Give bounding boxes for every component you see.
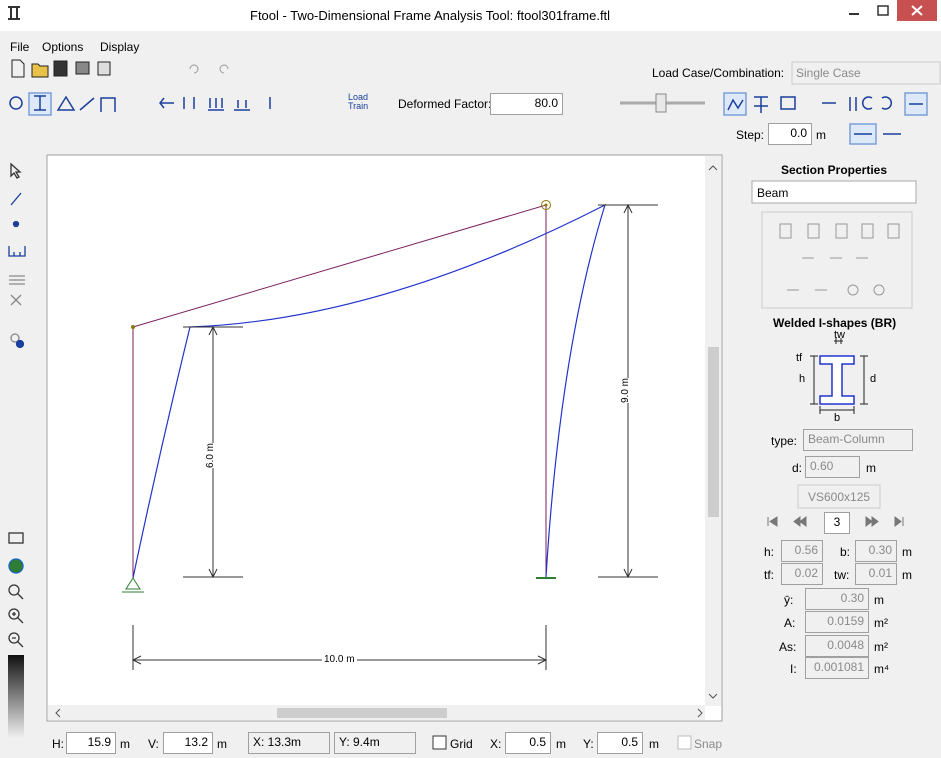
- prop-unit: m⁴: [874, 662, 890, 676]
- dim-value: 0.30: [855, 540, 897, 562]
- h-label: H:: [52, 737, 64, 751]
- grid-y-input[interactable]: 0.5: [597, 732, 643, 754]
- section-tools[interactable]: [761, 211, 913, 309]
- step-input[interactable]: 0.0: [768, 123, 812, 145]
- dim-label: h:: [764, 545, 775, 559]
- load-case-select[interactable]: [791, 61, 941, 85]
- d-select[interactable]: 0.60: [805, 456, 860, 478]
- prop-label: I:: [790, 662, 797, 676]
- section-diagram: [810, 338, 868, 414]
- dim-value: 0.02: [781, 563, 823, 585]
- element-select[interactable]: [751, 180, 917, 204]
- step-unit: m: [816, 128, 826, 142]
- dim-value: 0.01: [855, 563, 897, 585]
- drawing-canvas[interactable]: [46, 154, 723, 722]
- page-input[interactable]: 3: [824, 512, 850, 534]
- panel-title: Section Properties: [781, 163, 888, 177]
- maximize-button[interactable]: [877, 5, 889, 16]
- snap-label[interactable]: Snap: [694, 737, 723, 751]
- diagram-label: d: [870, 373, 877, 385]
- close-button[interactable]: [897, 0, 937, 21]
- dim-value: 0.56: [781, 540, 823, 562]
- diagram-label: tw: [834, 329, 845, 341]
- prop-value: 0.30: [805, 588, 869, 610]
- section-button[interactable]: [797, 484, 881, 509]
- dimension-label: 10.0 m: [322, 654, 357, 665]
- prop-value: 0.0048: [805, 635, 869, 657]
- dim-unit: m: [902, 545, 912, 559]
- diagram-label: tf: [796, 352, 803, 364]
- type-select[interactable]: Beam-Column: [803, 429, 913, 451]
- load-train-button[interactable]: Load Train: [348, 93, 368, 111]
- section-family: Welded I-shapes (BR): [773, 316, 897, 330]
- grid-x-unit: m: [556, 737, 566, 751]
- v-scrollbar[interactable]: [705, 156, 721, 706]
- type-label: type:: [771, 434, 798, 448]
- prop-label: ȳ:: [784, 593, 794, 607]
- d-unit: m: [866, 461, 876, 475]
- d-label: d:: [792, 461, 803, 475]
- pager-buttons[interactable]: [767, 516, 904, 527]
- v-input[interactable]: 13.2: [163, 732, 213, 754]
- prop-unit: m: [874, 593, 884, 607]
- app-icon: [8, 6, 20, 20]
- dim-unit: m: [902, 568, 912, 582]
- menu-item[interactable]: Display: [100, 40, 140, 54]
- grid-label[interactable]: Grid: [450, 737, 473, 751]
- h-scrollbar[interactable]: [48, 705, 705, 720]
- prop-label: A:: [784, 616, 796, 630]
- frame-model: [122, 200, 606, 593]
- v-label: V:: [148, 737, 159, 751]
- load-case-label: Load Case/Combination:: [652, 66, 785, 80]
- prop-value: 0.0159: [805, 611, 869, 633]
- window-title: Ftool - Two-Dimensional Frame Analysis T…: [250, 8, 611, 23]
- dim-label: tf:: [764, 568, 775, 582]
- view-toolbar[interactable]: [723, 92, 928, 145]
- dimension-label: 9.0 m: [620, 377, 632, 404]
- grid-x-label: X:: [490, 737, 502, 751]
- grid-x-input[interactable]: 0.5: [505, 732, 551, 754]
- deformed-factor-input[interactable]: 80.0: [490, 93, 563, 115]
- color-scale: [8, 655, 24, 737]
- v-unit: m: [217, 737, 227, 751]
- h-input[interactable]: 15.9: [66, 732, 116, 754]
- dim-label: b:: [840, 545, 851, 559]
- deformed-factor-label: Deformed Factor:: [398, 97, 492, 111]
- prop-unit: m²: [874, 616, 888, 630]
- menu-item[interactable]: File: [10, 40, 30, 54]
- y-coordinate: Y: 9.4m: [334, 732, 416, 754]
- prop-label: As:: [779, 640, 797, 654]
- title-bar: [0, 0, 941, 31]
- checkboxes[interactable]: [432, 735, 692, 750]
- h-unit: m: [120, 737, 130, 751]
- section-name: VS600x125: [808, 490, 871, 504]
- dim-label: tw:: [834, 568, 850, 582]
- slider[interactable]: [620, 93, 705, 113]
- file-toolbar[interactable]: [11, 59, 229, 78]
- minimize-button[interactable]: [849, 13, 859, 15]
- x-coordinate: X: 13.3m: [248, 732, 330, 754]
- tool-palette[interactable]: [8, 162, 26, 648]
- element-value[interactable]: Beam: [757, 186, 789, 200]
- model-toolbar[interactable]: [9, 92, 271, 116]
- grid-y-unit: m: [649, 737, 659, 751]
- diagram-label: b: [834, 412, 841, 424]
- grid-y-label: Y:: [583, 737, 594, 751]
- prop-value: 0.001081: [805, 657, 869, 679]
- load-train-text: Load: [348, 92, 369, 102]
- prop-unit: m²: [874, 640, 888, 654]
- diagram-label: h: [799, 373, 806, 385]
- menu-item[interactable]: Options: [42, 40, 84, 54]
- load-train-text: Train: [348, 101, 369, 111]
- dimension-label: 6.0 m: [205, 442, 217, 469]
- load-case-value[interactable]: Single Case: [796, 66, 861, 80]
- step-label: Step:: [736, 128, 765, 142]
